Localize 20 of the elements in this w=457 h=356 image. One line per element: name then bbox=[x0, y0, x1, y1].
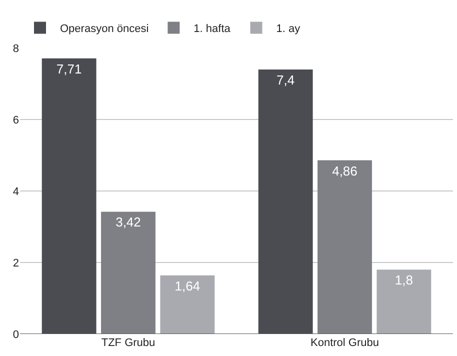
data-label: 7,71 bbox=[56, 61, 82, 76]
legend-label: Operasyon öncesi bbox=[60, 23, 149, 36]
y-tick-label: 8 bbox=[12, 42, 19, 55]
y-tick-label: 2 bbox=[12, 257, 19, 270]
data-label: 3,42 bbox=[116, 214, 141, 230]
bar bbox=[160, 275, 215, 334]
y-tick-label: 0 bbox=[12, 328, 19, 341]
data-label: 1,8 bbox=[394, 272, 413, 288]
x-tick-label: TZF Grubu bbox=[101, 337, 156, 349]
y-tick-label: 4 bbox=[12, 186, 19, 198]
bar bbox=[101, 212, 156, 334]
bar bbox=[318, 160, 372, 334]
bar bbox=[376, 270, 432, 334]
legend-label: 1. ay bbox=[276, 23, 301, 36]
data-label: 1,64 bbox=[174, 278, 200, 294]
data-label: 7,4 bbox=[276, 72, 295, 88]
y-tick-label: 6 bbox=[12, 114, 19, 126]
x-tick-label: Kontrol Grubu bbox=[310, 337, 379, 349]
data-label: 4,86 bbox=[332, 163, 358, 178]
legend-label: 1. hafta bbox=[194, 23, 232, 36]
